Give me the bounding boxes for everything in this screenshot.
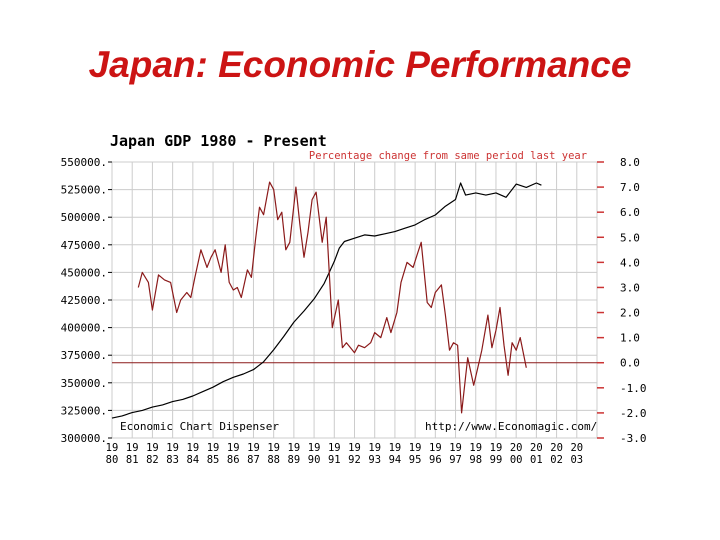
left-axis-tick-label: 325000. xyxy=(61,404,107,417)
right-axis-tick-label: -1.0 xyxy=(620,382,647,395)
x-axis-tick-label-century: 19 xyxy=(146,442,159,454)
x-axis-tick-label-century: 19 xyxy=(409,442,422,454)
left-axis-tick-label: 525000. xyxy=(61,184,107,197)
x-axis-tick-label-year: 01 xyxy=(530,454,543,466)
left-axis-tick-label: 425000. xyxy=(61,294,107,307)
x-axis-tick-label-year: 87 xyxy=(247,454,260,466)
x-axis-tick-label-year: 92 xyxy=(348,454,361,466)
x-axis-tick-label-year: 81 xyxy=(126,454,139,466)
x-axis-tick-label-century: 19 xyxy=(368,442,381,454)
right-axis-tick-label: 2.0 xyxy=(620,307,640,320)
x-axis-tick-label-century: 19 xyxy=(389,442,402,454)
x-axis-tick-label-year: 99 xyxy=(490,454,503,466)
slide-title: Japan: Economic Performance xyxy=(88,44,632,85)
right-axis-tick-label: 8.0 xyxy=(620,156,640,169)
left-axis-tick-label: 500000. xyxy=(61,211,107,224)
x-axis-tick-label-year: 84 xyxy=(187,454,200,466)
grid-layer xyxy=(111,161,598,439)
footer-right: http://www.Economagic.com/ xyxy=(425,420,597,433)
x-axis-tick-label-century: 19 xyxy=(227,442,240,454)
x-axis-tick-label-century: 19 xyxy=(267,442,280,454)
right-axis-tick-label: 7.0 xyxy=(620,181,640,194)
x-axis-tick-label-year: 98 xyxy=(469,454,482,466)
right-axis: 8.0 7.0 6.0 5.0 4.0 3.0 2.0 1.0 0.0 -1.0 -2.0 -3.0 xyxy=(597,156,647,445)
x-axis-tick-label-year: 83 xyxy=(166,454,179,466)
right-axis-tick-label: 0.0 xyxy=(620,357,640,370)
x-axis-tick-label-year: 97 xyxy=(449,454,462,466)
x-axis-tick-label-century: 19 xyxy=(106,442,119,454)
x-axis-tick-label-century: 19 xyxy=(308,442,321,454)
left-axis-tick-label: 400000. xyxy=(61,322,107,335)
x-axis-tick-label-year: 93 xyxy=(368,454,381,466)
x-axis-tick-label-year: 91 xyxy=(328,454,341,466)
x-axis-tick-label-century: 19 xyxy=(207,442,220,454)
left-axis-tick-label: 550000. xyxy=(61,156,107,169)
x-axis-tick-label-century: 20 xyxy=(510,442,523,454)
x-axis-tick-label-century: 19 xyxy=(449,442,462,454)
left-axis-tick-label: 450000. xyxy=(61,266,107,279)
series-layer xyxy=(111,181,542,419)
left-axis-tick-label: 375000. xyxy=(61,349,107,362)
footer-left: Economic Chart Dispenser xyxy=(120,420,279,433)
x-axis-tick-label-year: 90 xyxy=(308,454,321,466)
x-axis-tick-label-century: 19 xyxy=(187,442,200,454)
right-axis-tick-label: 3.0 xyxy=(620,281,640,294)
x-axis-tick-label-year: 03 xyxy=(570,454,583,466)
right-axis-label: Percentage change from same period last … xyxy=(309,150,587,162)
right-axis-tick-label: 5.0 xyxy=(620,231,640,244)
x-axis-tick-label-century: 19 xyxy=(328,442,341,454)
x-axis-tick-label-century: 20 xyxy=(530,442,543,454)
chart-title: Japan GDP 1980 - Present xyxy=(110,132,327,150)
x-axis-tick-label-century: 19 xyxy=(429,442,442,454)
x-axis-tick-label-year: 85 xyxy=(207,454,220,466)
x-axis-tick-label-year: 02 xyxy=(550,454,563,466)
x-axis: 1980198119821983198419851986198719881989… xyxy=(106,442,583,466)
left-axis-tick-label: 300000. xyxy=(61,432,107,445)
x-axis-tick-label-year: 88 xyxy=(267,454,280,466)
x-axis-tick-label-year: 80 xyxy=(106,454,119,466)
x-axis-tick-label-year: 94 xyxy=(389,454,402,466)
right-axis-tick-label: 6.0 xyxy=(620,206,640,219)
right-axis-tick-label: -2.0 xyxy=(620,407,647,420)
gdp-level-line xyxy=(111,182,542,419)
x-axis-tick-label-year: 86 xyxy=(227,454,240,466)
x-axis-tick-label-century: 20 xyxy=(550,442,563,454)
left-axis-tick-label: 475000. xyxy=(61,239,107,252)
right-axis-tick-label: 4.0 xyxy=(620,256,640,269)
right-axis-tick-label: 1.0 xyxy=(620,332,640,345)
gdp-percent-change-line xyxy=(137,181,527,414)
x-axis-tick-label-year: 95 xyxy=(409,454,422,466)
right-axis-tick-label: -3.0 xyxy=(620,432,647,445)
x-axis-tick-label-century: 19 xyxy=(126,442,139,454)
x-axis-tick-label-century: 19 xyxy=(247,442,260,454)
left-axis-tick-label: 350000. xyxy=(61,377,107,390)
x-axis-tick-label-century: 19 xyxy=(288,442,301,454)
left-axis: 550000. 525000. 500000. 475000. 450000. 42500… xyxy=(61,156,112,445)
x-axis-tick-label-year: 96 xyxy=(429,454,442,466)
x-axis-tick-label-year: 82 xyxy=(146,454,159,466)
x-axis-tick-label-century: 20 xyxy=(570,442,583,454)
x-axis-tick-label-century: 19 xyxy=(490,442,503,454)
x-axis-tick-label-century: 19 xyxy=(348,442,361,454)
x-axis-tick-label-century: 19 xyxy=(166,442,179,454)
x-axis-tick-label-century: 19 xyxy=(469,442,482,454)
x-axis-tick-label-year: 89 xyxy=(288,454,301,466)
x-axis-tick-label-year: 00 xyxy=(510,454,523,466)
